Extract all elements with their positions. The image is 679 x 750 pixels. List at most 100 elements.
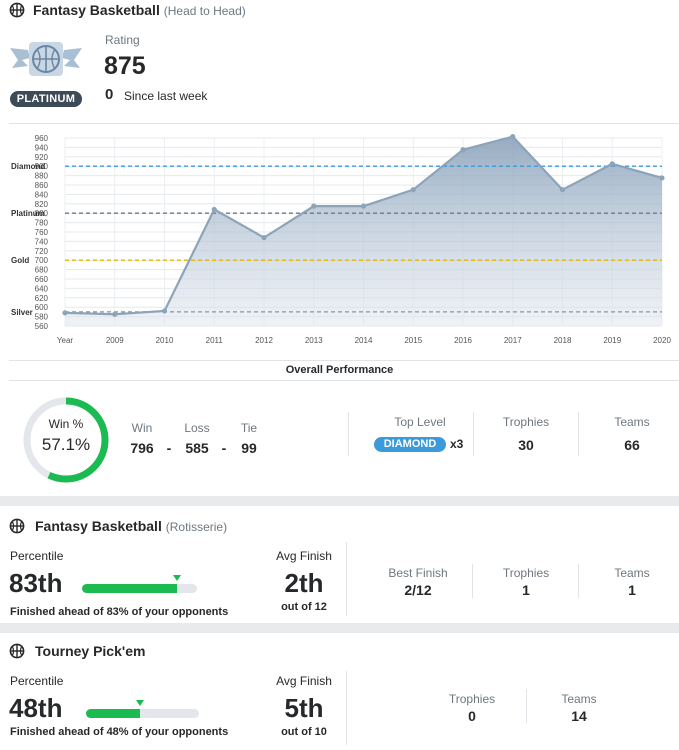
trophies-label: Trophies <box>502 415 550 429</box>
loss-value: 585 <box>185 440 209 456</box>
x-tick-label: 2020 <box>653 336 671 345</box>
data-point <box>659 175 665 181</box>
teams-value: 1 <box>628 582 636 598</box>
x-tick-label: 2018 <box>554 336 572 345</box>
pickem-card: Tourney Pick'em Percentile 48th Finished… <box>0 633 679 750</box>
teams-value: 14 <box>571 708 587 724</box>
data-point <box>211 206 217 213</box>
y-tick-label: 580 <box>35 313 49 322</box>
x-tick-label: 2013 <box>305 336 323 345</box>
avg-finish-value: 5th <box>284 693 324 723</box>
y-tick-label: 740 <box>35 237 49 246</box>
y-tick-label: 560 <box>35 322 49 331</box>
avg-finish-sub: out of 12 <box>281 601 327 613</box>
data-point <box>510 133 516 140</box>
percentile-bar-fill <box>82 584 178 593</box>
percentile-label: Percentile <box>10 674 64 688</box>
overall-performance-title: Overall Performance <box>285 364 394 376</box>
x-tick-label: 2019 <box>603 336 621 345</box>
y-tick-label: 860 <box>35 181 49 190</box>
percentile-label: Percentile <box>10 549 64 563</box>
y-tick-label: 800 <box>35 209 49 218</box>
percentile-value: 83th <box>9 568 63 598</box>
percentile-marker-icon <box>136 700 145 706</box>
y-tick-label: 920 <box>35 153 49 162</box>
section-subtitle: (Rotisserie) <box>165 520 228 534</box>
loss-label: Loss <box>184 421 210 435</box>
tie-label: Tie <box>240 421 258 435</box>
y-tick-label: 700 <box>35 256 49 265</box>
y-tick-label: 940 <box>35 143 49 152</box>
y-tick-label: 960 <box>35 134 49 143</box>
hth-card: Fantasy Basketball (Head to Head) PLATIN… <box>0 0 679 496</box>
y-tick-label: 660 <box>35 275 49 284</box>
y-tick-label: 600 <box>35 303 49 312</box>
best-finish-value: 2/12 <box>404 582 432 598</box>
avg-finish-label: Avg Finish <box>276 674 332 688</box>
section-title: Fantasy Basketball (Rotisserie) <box>35 518 228 534</box>
x-tick-label: 2012 <box>255 336 273 345</box>
data-point <box>559 187 566 193</box>
tier-label: Platinum <box>11 209 45 218</box>
data-point <box>460 147 466 153</box>
data-point <box>62 310 68 316</box>
percentile-bar-fill <box>86 709 141 718</box>
rating-history-chart: 5605806006206406606807007207407607808008… <box>11 133 671 345</box>
data-point <box>360 203 367 209</box>
ahead-text: Finished ahead of 48% of your opponents <box>10 726 229 738</box>
x-tick-label: 2014 <box>355 336 373 345</box>
x-tick-label: 2015 <box>404 336 422 345</box>
x-tick-label: 2009 <box>106 336 124 345</box>
ahead-text: Finished ahead of 83% of your opponents <box>10 606 229 618</box>
section-title: Fantasy Basketball (Head to Head) <box>33 2 246 18</box>
tie-value: 99 <box>241 440 257 456</box>
data-point <box>410 187 416 193</box>
basketball-icon <box>9 518 25 534</box>
x-tick-label: 2010 <box>156 336 174 345</box>
top-level-count: x3 <box>450 437 464 451</box>
section-title: Tourney Pick'em <box>35 643 146 659</box>
data-point <box>161 308 168 314</box>
teams-label: Teams <box>614 566 650 580</box>
separator: - <box>221 440 227 456</box>
trophies-value: 30 <box>518 437 534 453</box>
tier-label: Diamond <box>11 162 45 171</box>
teams-label: Teams <box>614 415 650 429</box>
platinum-badge: PLATINUM <box>10 91 82 107</box>
avg-finish-label: Avg Finish <box>276 549 332 563</box>
win-pct-value: 57.1% <box>41 435 91 454</box>
roto-card: Fantasy Basketball (Rotisserie) Percenti… <box>0 506 679 623</box>
trophies-label: Trophies <box>448 692 496 706</box>
tier-label: Silver <box>11 308 33 317</box>
avg-finish-value: 2th <box>284 568 324 598</box>
platinum-emblem-icon <box>10 42 82 76</box>
tier-label: Gold <box>11 256 29 265</box>
separator: - <box>166 440 172 456</box>
win-label: Win <box>131 421 153 435</box>
percentile-value: 48th <box>9 693 63 723</box>
win-pct-label: Win % <box>48 417 84 431</box>
rating-value: 875 <box>104 52 146 80</box>
diamond-badge: DIAMOND <box>374 437 446 452</box>
data-point <box>311 203 317 209</box>
rating-label: Rating <box>105 33 140 47</box>
rating-change-label: Since last week <box>124 89 208 103</box>
y-tick-label: 780 <box>35 219 49 228</box>
win-percentage-ring <box>23 397 109 483</box>
best-finish-label: Best Finish <box>388 566 448 580</box>
y-tick-label: 840 <box>35 190 49 199</box>
y-tick-label: 620 <box>35 294 49 303</box>
series-area <box>65 136 662 326</box>
win-value: 796 <box>130 440 154 456</box>
percentile-bar <box>82 584 197 593</box>
x-tick-label: 2011 <box>206 336 224 345</box>
teams-value: 66 <box>624 437 640 453</box>
data-point <box>609 161 615 167</box>
x-tick-label: Year <box>57 336 74 345</box>
y-tick-label: 720 <box>35 247 49 256</box>
x-tick-label: 2017 <box>504 336 522 345</box>
trophies-value: 0 <box>468 708 476 724</box>
y-tick-label: 820 <box>35 200 49 209</box>
x-tick-label: 2016 <box>454 336 472 345</box>
avg-finish-sub: out of 10 <box>281 726 327 738</box>
